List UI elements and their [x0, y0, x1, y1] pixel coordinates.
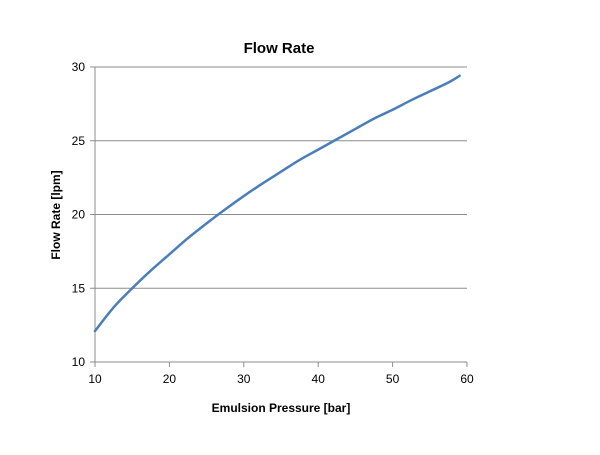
x-tick-label-50: 50: [386, 372, 400, 386]
y-tick-label-10: 10: [72, 355, 86, 369]
series-line-0: [93, 74, 461, 333]
y-axis-label: Flow Rate [lpm]: [49, 170, 63, 259]
x-tick-label-20: 20: [163, 372, 177, 386]
chart-title: Flow Rate: [244, 40, 315, 57]
tick-labels: 10 15 20 25 30 10 20 30 40 50 60: [72, 60, 474, 386]
y-tick-label-20: 20: [72, 208, 86, 222]
x-tick-label-30: 30: [237, 372, 251, 386]
y-tick-label-30: 30: [72, 60, 86, 74]
x-axis-label: Emulsion Pressure [bar]: [212, 401, 351, 415]
series-layer: [93, 74, 461, 333]
y-tick-label-15: 15: [72, 281, 86, 295]
y-tick-label-25: 25: [72, 134, 86, 148]
x-tick-label-40: 40: [312, 372, 326, 386]
axes: [90, 66, 468, 367]
x-tick-label-60: 60: [460, 372, 474, 386]
gridlines: [95, 66, 467, 289]
x-tick-label-10: 10: [88, 372, 102, 386]
